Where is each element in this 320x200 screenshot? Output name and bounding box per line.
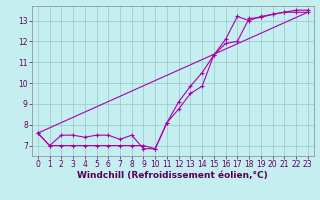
X-axis label: Windchill (Refroidissement éolien,°C): Windchill (Refroidissement éolien,°C) — [77, 171, 268, 180]
